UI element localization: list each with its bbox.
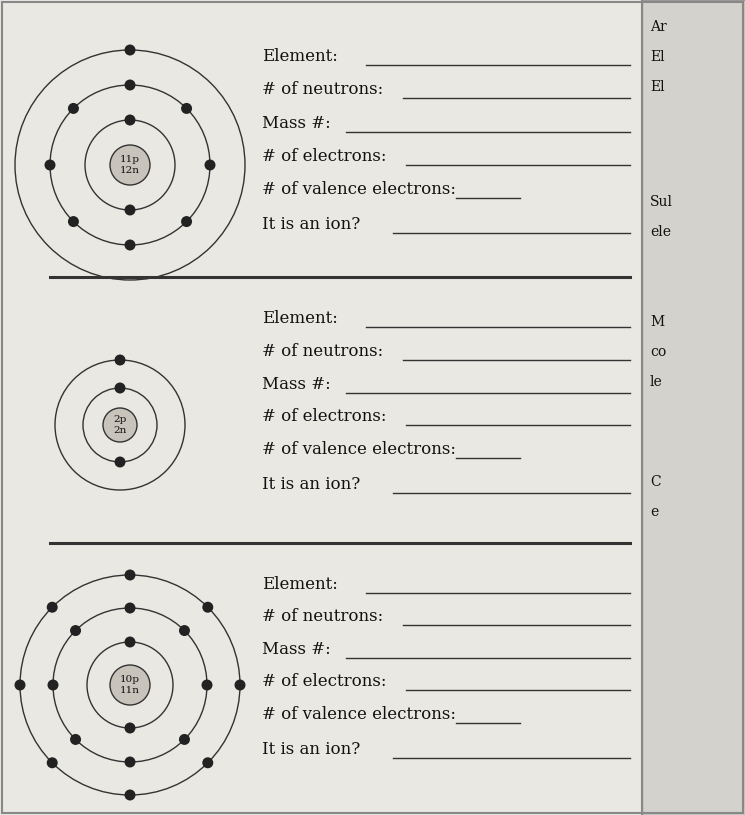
Circle shape <box>103 408 137 442</box>
Text: # of neutrons:: # of neutrons: <box>262 343 383 360</box>
Circle shape <box>124 637 136 647</box>
Circle shape <box>124 602 136 614</box>
Bar <box>642 0 745 815</box>
Text: # of neutrons:: # of neutrons: <box>262 81 383 98</box>
Text: 11p
12n: 11p 12n <box>120 156 140 174</box>
Circle shape <box>179 625 190 636</box>
Text: Ar: Ar <box>650 20 667 34</box>
Circle shape <box>181 216 192 227</box>
Text: Sul: Sul <box>650 195 673 209</box>
Circle shape <box>179 734 190 745</box>
Circle shape <box>124 570 136 580</box>
Text: It is an ion?: It is an ion? <box>262 476 361 493</box>
Circle shape <box>124 205 136 215</box>
Text: 10p
11n: 10p 11n <box>120 676 140 694</box>
Circle shape <box>124 45 136 55</box>
Text: El: El <box>650 50 665 64</box>
Text: It is an ion?: It is an ion? <box>262 216 361 233</box>
Circle shape <box>124 114 136 126</box>
Circle shape <box>203 757 213 769</box>
Circle shape <box>204 160 215 170</box>
Circle shape <box>45 160 55 170</box>
Circle shape <box>14 680 25 690</box>
Circle shape <box>124 790 136 800</box>
Circle shape <box>124 240 136 250</box>
Text: Element:: Element: <box>262 48 338 65</box>
Text: # of neutrons:: # of neutrons: <box>262 608 383 625</box>
Text: # of electrons:: # of electrons: <box>262 148 387 165</box>
Circle shape <box>124 756 136 768</box>
Circle shape <box>68 216 79 227</box>
Text: le: le <box>650 375 663 389</box>
Text: Mass #:: Mass #: <box>262 115 331 132</box>
Circle shape <box>68 103 79 114</box>
Circle shape <box>235 680 246 690</box>
Text: Element:: Element: <box>262 576 338 593</box>
Circle shape <box>203 601 213 613</box>
Text: M: M <box>650 315 664 329</box>
Circle shape <box>110 665 150 705</box>
Circle shape <box>70 625 81 636</box>
Text: # of valence electrons:: # of valence electrons: <box>262 181 456 198</box>
Text: C: C <box>650 475 661 489</box>
Circle shape <box>181 103 192 114</box>
Circle shape <box>115 355 125 365</box>
Circle shape <box>47 757 57 769</box>
Text: El: El <box>650 80 665 94</box>
Circle shape <box>115 382 125 394</box>
Text: # of valence electrons:: # of valence electrons: <box>262 441 456 458</box>
Circle shape <box>201 680 212 690</box>
Text: Element:: Element: <box>262 310 338 327</box>
Text: Mass #:: Mass #: <box>262 376 331 393</box>
Circle shape <box>47 601 57 613</box>
Text: 2p
2n: 2p 2n <box>113 416 127 434</box>
Circle shape <box>48 680 59 690</box>
Circle shape <box>110 145 150 185</box>
Circle shape <box>70 734 81 745</box>
Text: # of valence electrons:: # of valence electrons: <box>262 706 456 723</box>
Circle shape <box>115 456 125 468</box>
Text: # of electrons:: # of electrons: <box>262 408 387 425</box>
Text: Mass #:: Mass #: <box>262 641 331 658</box>
Text: It is an ion?: It is an ion? <box>262 741 361 758</box>
Text: ele: ele <box>650 225 671 239</box>
Circle shape <box>124 80 136 90</box>
Text: co: co <box>650 345 666 359</box>
Text: e: e <box>650 505 659 519</box>
Circle shape <box>124 723 136 734</box>
Text: # of electrons:: # of electrons: <box>262 673 387 690</box>
